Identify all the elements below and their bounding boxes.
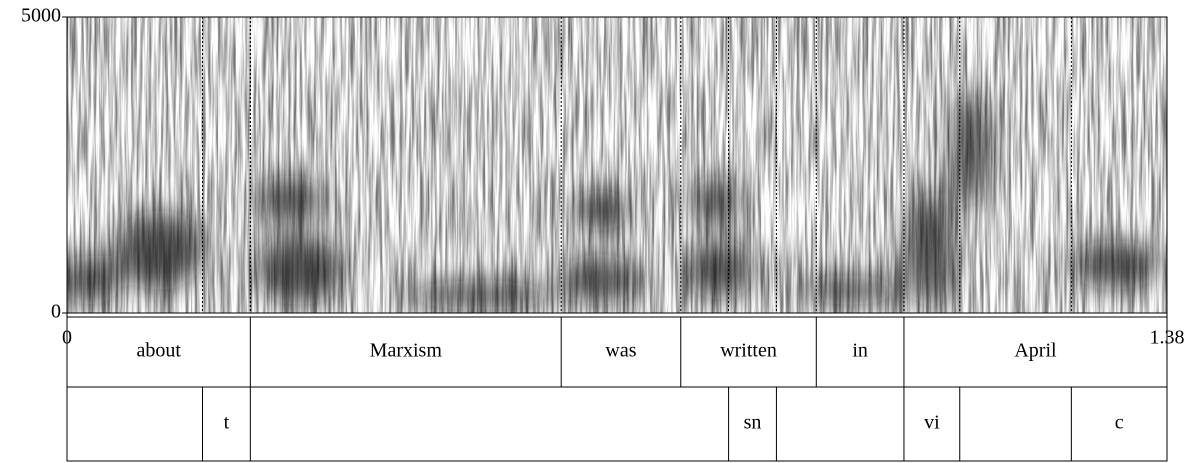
x-tick-label: 0 — [62, 327, 72, 349]
interval-label: t — [224, 412, 230, 434]
y-tick-label: 5000 — [21, 5, 61, 27]
interval-label: April — [1014, 340, 1057, 362]
x-tick-label: 1.38 — [1150, 327, 1185, 349]
interval-label: about — [136, 340, 181, 362]
interval-label: vi — [924, 412, 940, 434]
interval-label: Marxism — [370, 340, 443, 362]
chart: 0 5000 0 1.38 about Marxism was written in April t… — [0, 0, 1194, 463]
interval-label: sn — [744, 412, 762, 434]
interval-label: c — [1115, 412, 1124, 434]
interval-label: in — [852, 340, 868, 362]
spectrogram-texture — [60, 17, 1167, 313]
interval-label: was — [605, 340, 636, 362]
y-tick-label: 0 — [51, 301, 61, 323]
interval-label: written — [720, 340, 777, 362]
tier-frame — [67, 317, 1167, 461]
